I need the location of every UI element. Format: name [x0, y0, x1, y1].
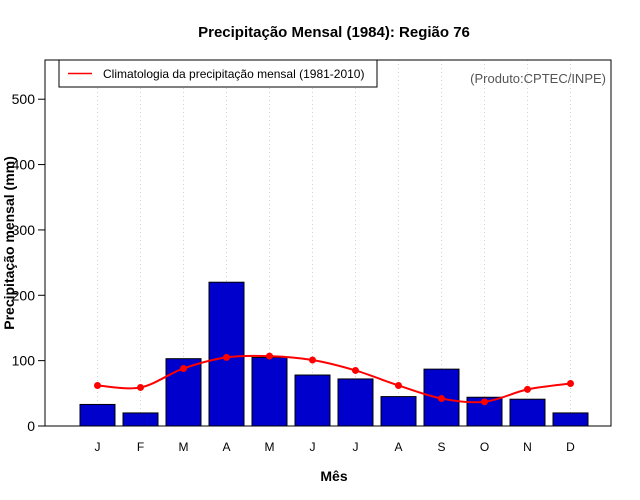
y-tick-label: 100 — [12, 353, 36, 369]
y-tick-label: 300 — [12, 222, 36, 238]
bar-5 — [251, 356, 288, 427]
x-tick-label: F — [137, 440, 144, 454]
x-tick-label: J — [310, 440, 316, 454]
y-tick-label: 200 — [12, 287, 36, 303]
climatology-point-1 — [94, 381, 101, 389]
climatology-point-10 — [481, 398, 488, 406]
legend-box — [58, 59, 378, 88]
bar-11 — [509, 398, 546, 427]
x-tick-label: S — [437, 440, 445, 454]
y-axis-label: Precipitação mensal (mm) — [1, 156, 17, 330]
climatology-line — [94, 352, 574, 406]
bars — [79, 281, 589, 427]
x-tick-label: D — [566, 440, 575, 454]
climatology-point-5 — [266, 352, 273, 360]
y-tick-label: 0 — [27, 418, 35, 434]
bar-7 — [337, 378, 374, 427]
climatology-point-2 — [137, 383, 144, 391]
y-tick-label: 500 — [12, 91, 36, 107]
bar-8 — [380, 396, 417, 427]
bar-12 — [552, 412, 589, 427]
x-tick-label: J — [353, 440, 359, 454]
climatology-point-11 — [524, 385, 531, 393]
climatology-curve — [97, 354, 571, 404]
bar-6 — [294, 374, 331, 427]
x-tick-label: N — [523, 440, 532, 454]
climatology-point-8 — [395, 381, 402, 389]
x-axis-label: Mês — [320, 468, 347, 484]
climatology-point-4 — [223, 353, 230, 361]
climatology-point-7 — [352, 366, 359, 374]
climatology-point-12 — [567, 380, 574, 388]
chart-title: Precipitação Mensal (1984): Região 76 — [198, 24, 470, 41]
bar-2 — [122, 412, 159, 427]
legend: Climatologia da precipitação mensal (198… — [58, 59, 378, 88]
source-credit: (Produto:CPTEC/INPE) — [470, 71, 606, 86]
x-tick-label: M — [179, 440, 189, 454]
y-tick-label: 400 — [12, 157, 36, 173]
x-tick-label: M — [265, 440, 275, 454]
x-tick-label: A — [222, 440, 230, 454]
plot-frame — [44, 59, 612, 427]
y-axis: 0 100 200 300 400 500 — [12, 91, 46, 434]
bar-1 — [79, 403, 116, 427]
x-tick-label: A — [394, 440, 402, 454]
climatology-point-6 — [309, 356, 316, 364]
x-tick-label: J — [95, 440, 101, 454]
legend-entry-climatology: Climatologia da precipitação mensal (198… — [103, 67, 364, 81]
climatology-point-9 — [438, 395, 445, 403]
x-tick-label: O — [480, 440, 489, 454]
climatology-point-3 — [180, 364, 187, 372]
